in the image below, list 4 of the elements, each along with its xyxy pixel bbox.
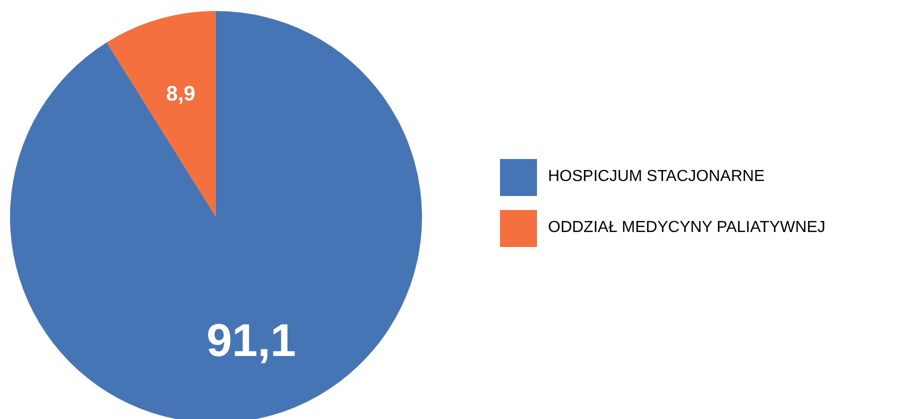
data-label: 8,9 — [166, 82, 196, 106]
legend-label: ODDZIAŁ MEDYCYNY PALIATYWNEJ — [548, 219, 826, 237]
legend-label: HOSPICJUM STACJONARNE — [548, 168, 765, 186]
data-label: 91,1 — [206, 314, 296, 366]
